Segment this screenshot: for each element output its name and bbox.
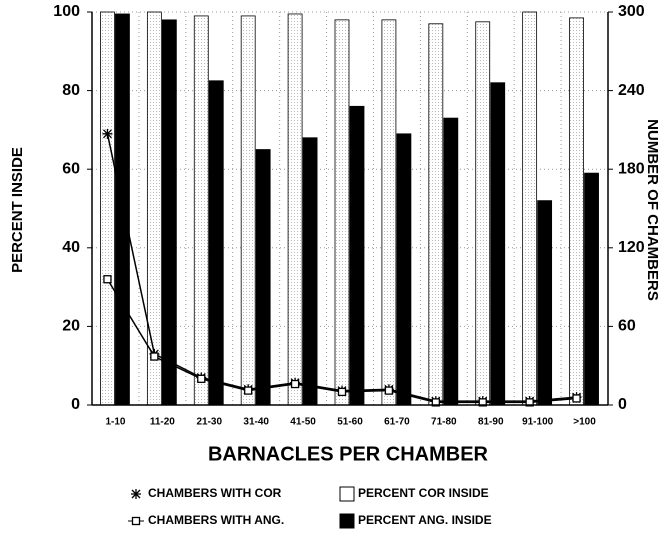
y2-tick-label: 0 — [618, 396, 627, 413]
x-tick-label: 61-70 — [384, 417, 410, 428]
bar — [475, 21, 491, 406]
bar — [146, 11, 162, 406]
bar — [287, 13, 303, 406]
marker-square — [431, 398, 440, 407]
y2-tick-label: 120 — [618, 239, 645, 256]
x-tick-label: 41-50 — [290, 417, 316, 428]
x-tick-label: 71-80 — [431, 417, 457, 428]
bar — [490, 82, 506, 406]
y2-tick-label: 240 — [618, 82, 645, 99]
marker-asterisk — [102, 128, 113, 139]
bar — [522, 11, 538, 406]
marker-asterisk — [131, 489, 141, 499]
marker-square — [103, 275, 112, 284]
marker-square — [572, 394, 581, 403]
bar — [584, 172, 599, 406]
y2-tick-label: 180 — [618, 160, 645, 177]
bar — [396, 133, 412, 406]
bar — [208, 80, 224, 406]
marker-square — [478, 398, 487, 407]
bar — [443, 117, 459, 406]
legend-swatch — [339, 513, 355, 529]
marker-square — [384, 386, 394, 395]
y-tick-label: 0 — [71, 396, 80, 413]
legend-label: PERCENT ANG. INSIDE — [358, 513, 492, 527]
legend-swatch — [339, 486, 355, 502]
marker-square — [197, 374, 206, 383]
x-tick-label: 51-60 — [337, 417, 363, 428]
marker-square — [337, 387, 347, 397]
bar — [537, 200, 553, 406]
y2-axis-label: NUMBER OF CHAMBERS — [644, 119, 661, 301]
marker-square — [525, 398, 534, 407]
y-tick-label: 80 — [62, 82, 80, 99]
bar — [240, 15, 256, 406]
bar — [381, 19, 397, 406]
legend-label: CHAMBERS WITH ANG. — [148, 513, 284, 527]
x-tick-label: 21-30 — [196, 417, 222, 428]
y-tick-label: 60 — [62, 160, 80, 177]
bar — [569, 17, 584, 406]
marker-square — [290, 379, 300, 389]
bar — [255, 149, 271, 406]
x-tick-label: 91-100 — [522, 417, 554, 428]
x-axis-label: BARNACLES PER CHAMBER — [208, 443, 489, 465]
x-tick-label: 11-20 — [150, 417, 175, 428]
bar — [334, 19, 350, 406]
y2-tick-label: 300 — [618, 3, 645, 20]
marker-square — [131, 516, 141, 526]
legend-label: PERCENT COR INSIDE — [358, 486, 489, 500]
marker-square — [244, 386, 253, 395]
bar — [349, 105, 365, 406]
bar — [193, 15, 209, 406]
x-tick-label: >100 — [573, 417, 596, 428]
legend-label: CHAMBERS WITH COR — [148, 486, 282, 500]
bar — [428, 23, 444, 406]
bar — [115, 13, 130, 406]
bar — [100, 11, 115, 406]
y-tick-label: 100 — [53, 3, 80, 20]
marker-square — [150, 352, 159, 361]
y-tick-label: 40 — [62, 239, 80, 256]
x-tick-label: 1-10 — [105, 417, 125, 428]
x-tick-label: 81-90 — [478, 417, 504, 428]
y-axis-label: PERCENT INSIDE — [9, 147, 26, 273]
bar — [161, 19, 177, 406]
y2-tick-label: 60 — [618, 318, 636, 335]
y-tick-label: 20 — [62, 318, 80, 335]
bar — [302, 137, 318, 406]
x-tick-label: 31-40 — [243, 417, 269, 428]
